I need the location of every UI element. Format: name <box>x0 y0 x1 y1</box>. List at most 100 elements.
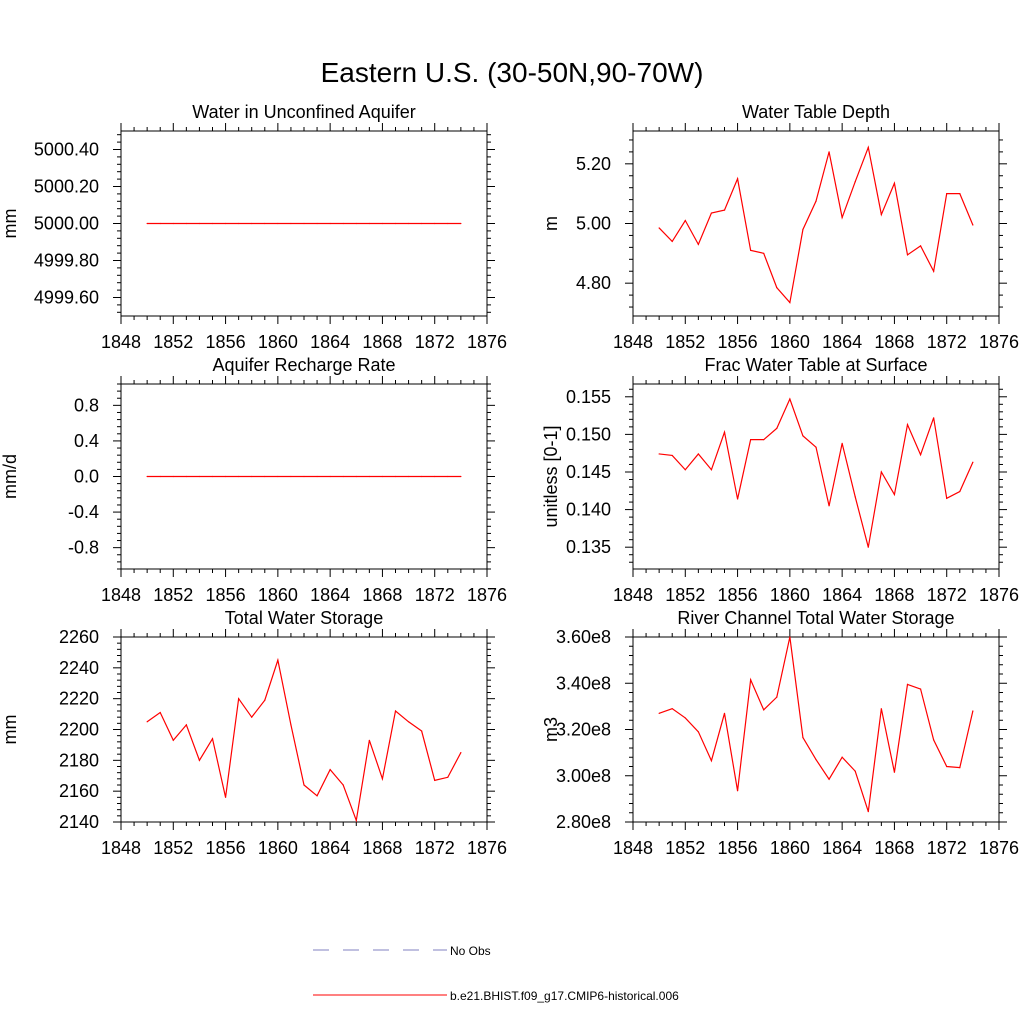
data-point <box>906 683 909 686</box>
data-point <box>264 475 266 478</box>
y-tick-label: 2240 <box>59 658 99 678</box>
y-tick-label: -0.8 <box>68 538 99 558</box>
data-point <box>723 431 726 433</box>
y-tick-label: 0.8 <box>74 395 99 415</box>
series-line <box>146 657 462 823</box>
x-tick-label: 1848 <box>101 838 141 858</box>
data-point <box>394 475 397 478</box>
x-tick-label: 1872 <box>927 838 967 858</box>
data-point <box>841 442 843 445</box>
data-point <box>277 222 279 225</box>
x-tick-label: 1856 <box>718 838 758 858</box>
data-point <box>671 454 673 457</box>
data-point <box>697 731 699 733</box>
data-point <box>264 699 266 701</box>
data-point <box>841 216 843 219</box>
data-point <box>802 228 804 231</box>
y-tick-label: 5.20 <box>576 154 611 174</box>
data-point <box>776 287 778 289</box>
data-point <box>841 756 843 758</box>
data-point <box>763 709 765 711</box>
x-tick-label: 1856 <box>206 332 246 352</box>
data-point <box>959 767 961 769</box>
data-point <box>172 475 174 478</box>
y-tick-label: 2220 <box>59 689 99 709</box>
data-point <box>933 739 935 741</box>
x-tick-label: 1860 <box>258 585 298 605</box>
data-point <box>802 435 804 437</box>
x-tick-label: 1856 <box>718 585 758 605</box>
y-tick-label: 0.140 <box>566 500 611 520</box>
data-point <box>342 475 344 478</box>
x-tick-label: 1856 <box>206 585 246 605</box>
data-point <box>750 439 752 441</box>
x-tick-label: 1868 <box>874 838 914 858</box>
data-point <box>789 301 791 304</box>
data-point <box>172 222 174 225</box>
data-point <box>447 475 449 478</box>
y-tick-label: 2200 <box>59 720 99 740</box>
data-point <box>815 758 817 761</box>
data-point <box>342 222 344 225</box>
data-point <box>460 475 462 478</box>
data-point <box>211 222 214 225</box>
data-point <box>238 222 240 225</box>
data-point <box>893 493 896 496</box>
data-point <box>854 770 856 772</box>
data-point <box>146 475 148 478</box>
data-point <box>880 213 882 216</box>
data-point <box>710 212 713 214</box>
data-point <box>972 461 974 463</box>
y-tick-label: 2140 <box>59 812 99 832</box>
x-tick-label: 1872 <box>415 332 455 352</box>
y-axis-label: m3 <box>541 717 561 742</box>
plot-frame <box>632 636 1000 823</box>
x-tick-label: 1860 <box>258 332 298 352</box>
series-line <box>658 145 974 304</box>
data-point <box>434 222 436 225</box>
data-point <box>251 475 253 478</box>
x-tick-label: 1868 <box>362 838 402 858</box>
series-line <box>658 636 974 812</box>
data-point <box>893 182 896 184</box>
x-tick-label: 1872 <box>415 585 455 605</box>
x-tick-label: 1848 <box>101 585 141 605</box>
y-tick-label: 5000.20 <box>34 177 99 197</box>
x-tick-label: 1864 <box>822 838 862 858</box>
data-point <box>434 779 436 781</box>
data-point <box>880 708 882 710</box>
y-tick-label: 0.4 <box>74 431 99 451</box>
x-tick-label: 1856 <box>718 332 758 352</box>
x-tick-label: 1848 <box>613 838 653 858</box>
data-point <box>946 765 948 768</box>
y-axis-label: m <box>541 216 561 231</box>
data-point <box>959 490 961 493</box>
x-tick-label: 1852 <box>153 585 193 605</box>
y-tick-label: 3.40e8 <box>556 673 611 693</box>
data-point <box>290 475 292 478</box>
data-point <box>146 721 148 723</box>
y-tick-label: 0.150 <box>566 424 611 444</box>
data-point <box>224 222 227 225</box>
data-point <box>407 222 410 225</box>
y-tick-label: 3.00e8 <box>556 766 611 786</box>
data-point <box>211 475 214 478</box>
data-point <box>198 475 201 478</box>
x-tick-label: 1864 <box>822 332 862 352</box>
data-point <box>946 497 948 499</box>
x-tick-label: 1872 <box>927 332 967 352</box>
data-point <box>697 243 699 245</box>
x-tick-label: 1848 <box>101 332 141 352</box>
y-tick-label: 2.80e8 <box>556 812 611 832</box>
y-axis-label: mm <box>0 715 20 745</box>
data-point <box>671 240 673 243</box>
data-point <box>172 739 174 741</box>
chart-panel: Frac Water Table at Surface 1848 1852 1856 1… <box>541 355 1019 605</box>
panels: Water in Unconfined Aquifer 1848 1852 1856 1… <box>0 102 1019 858</box>
y-tick-label: 4.80 <box>576 273 611 293</box>
chart-title: Total Water Storage <box>225 608 383 628</box>
data-point <box>407 475 410 478</box>
legend: No Obs b.e21.BHIST.f09_g17.CMIP6-historic… <box>313 944 679 1003</box>
figure-title: Eastern U.S. (30-50N,90-70W) <box>321 57 704 88</box>
data-point <box>329 768 331 771</box>
